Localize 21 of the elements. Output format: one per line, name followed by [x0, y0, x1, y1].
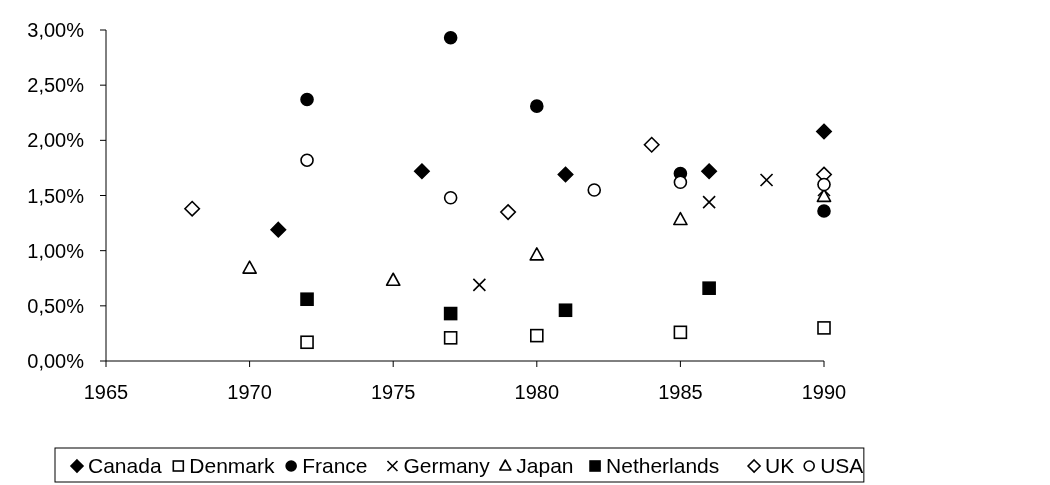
x-tick-label: 1975: [370, 381, 416, 403]
x-tick-label: 1980: [514, 381, 560, 403]
legend-label: UK: [765, 454, 795, 478]
legend-label: Germany: [403, 454, 491, 478]
y-tick-label: 1,50%: [27, 184, 85, 207]
legend-label: Denmark: [189, 454, 275, 478]
y-tick-label: 2,00%: [27, 129, 85, 152]
legend-label: France: [302, 454, 368, 478]
legend-label: USA: [820, 454, 864, 478]
x-tick-label: 1985: [658, 381, 703, 403]
y-tick-label: 2,50%: [27, 74, 85, 97]
legend-label: Netherlands: [606, 454, 720, 478]
x-tick-label: 1990: [801, 381, 847, 403]
x-tick-label: 1970: [227, 381, 272, 403]
y-tick-label: 3,00%: [27, 19, 85, 41]
x-tick-label: 1965: [83, 381, 129, 403]
y-tick-label: 0,50%: [27, 294, 85, 317]
y-tick-label: 0,00%: [27, 350, 85, 372]
y-tick-label: 1,00%: [27, 239, 85, 262]
legend-label: Japan: [516, 454, 574, 478]
legend-label: Canada: [88, 454, 162, 478]
